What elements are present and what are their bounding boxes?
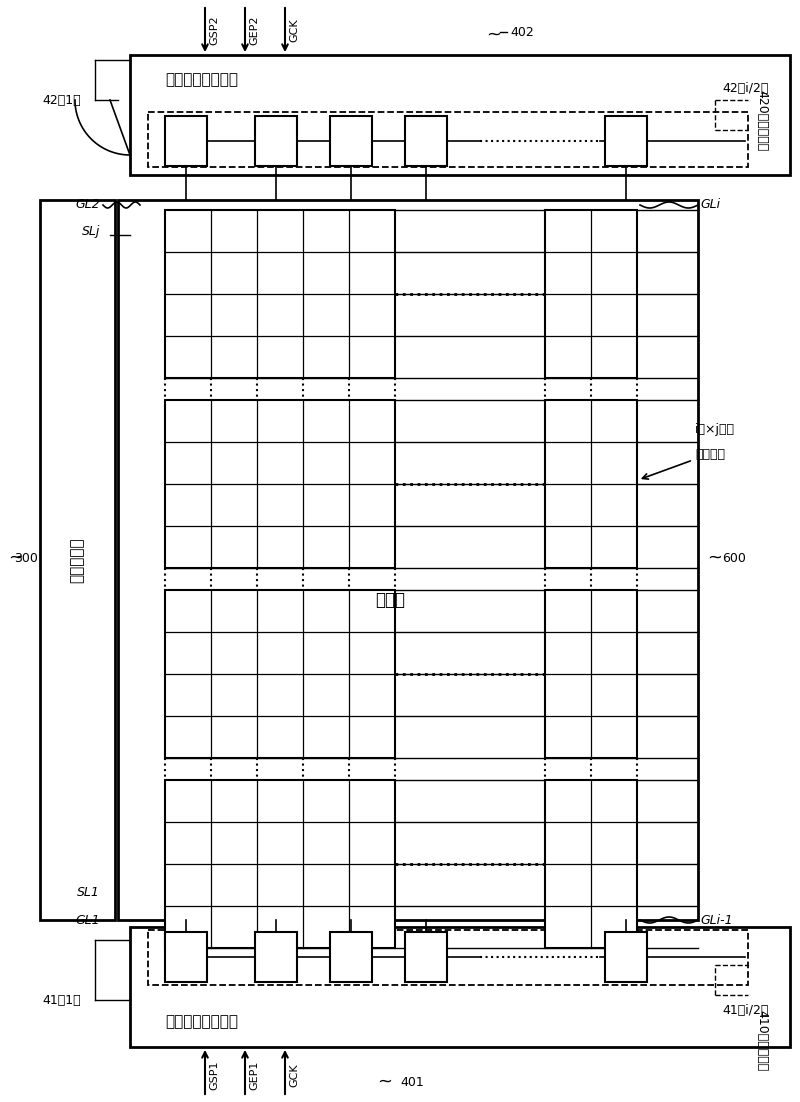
- Text: ~: ~: [486, 26, 502, 44]
- Text: 420移位寄存器: 420移位寄存器: [755, 90, 769, 151]
- Text: SLj: SLj: [82, 226, 100, 238]
- Bar: [165, 932, 207, 982]
- Text: ~: ~: [378, 1073, 393, 1091]
- Text: GSP2: GSP2: [209, 15, 219, 45]
- Text: 41（i/2）: 41（i/2）: [722, 1004, 768, 1016]
- Text: GCK: GCK: [289, 19, 299, 42]
- Bar: [255, 116, 297, 166]
- Text: 显示部: 显示部: [375, 591, 405, 609]
- Text: GLi: GLi: [700, 198, 720, 212]
- Bar: [165, 400, 395, 568]
- Text: 402: 402: [510, 25, 534, 39]
- Text: 源极驱动器: 源极驱动器: [70, 537, 85, 583]
- Bar: [330, 932, 372, 982]
- Bar: [605, 116, 647, 166]
- Bar: [118, 199, 698, 920]
- Text: 600: 600: [722, 551, 746, 564]
- Text: 第２重移位寄存器: 第２重移位寄存器: [165, 73, 238, 87]
- Text: SL1: SL1: [77, 886, 100, 899]
- Bar: [405, 116, 447, 166]
- Bar: [605, 932, 647, 982]
- Text: GLi-1: GLi-1: [700, 914, 733, 927]
- Bar: [255, 932, 297, 982]
- Text: ~: ~: [8, 549, 23, 568]
- Text: 42（1）: 42（1）: [42, 94, 81, 107]
- Text: 300: 300: [14, 551, 38, 564]
- Text: 41（1）: 41（1）: [42, 994, 81, 1006]
- Bar: [165, 780, 395, 948]
- Bar: [330, 116, 372, 166]
- Text: GEP1: GEP1: [249, 1060, 259, 1090]
- Text: 401: 401: [400, 1076, 424, 1089]
- Text: 410移位寄存器: 410移位寄存器: [755, 1011, 769, 1071]
- Bar: [165, 116, 207, 166]
- Text: 42（i/2）: 42（i/2）: [722, 82, 768, 95]
- Bar: [545, 590, 637, 758]
- Bar: [545, 400, 637, 568]
- Text: 第１重移位寄存器: 第１重移位寄存器: [165, 1015, 238, 1029]
- Text: ~: ~: [707, 549, 722, 568]
- Text: 像素矩阵: 像素矩阵: [695, 449, 725, 462]
- Bar: [148, 930, 748, 985]
- Text: i行×j列的: i行×j列的: [695, 423, 735, 436]
- Bar: [148, 112, 748, 168]
- Text: GCK: GCK: [289, 1063, 299, 1087]
- Bar: [165, 590, 395, 758]
- Text: GSP1: GSP1: [209, 1060, 219, 1090]
- Text: GL1: GL1: [75, 914, 100, 927]
- Bar: [165, 210, 395, 378]
- Bar: [40, 199, 115, 920]
- Bar: [130, 927, 790, 1047]
- Bar: [545, 780, 637, 948]
- Bar: [405, 932, 447, 982]
- Bar: [545, 210, 637, 378]
- Bar: [130, 55, 790, 175]
- Text: GL2: GL2: [75, 198, 100, 212]
- Text: GEP2: GEP2: [249, 15, 259, 45]
